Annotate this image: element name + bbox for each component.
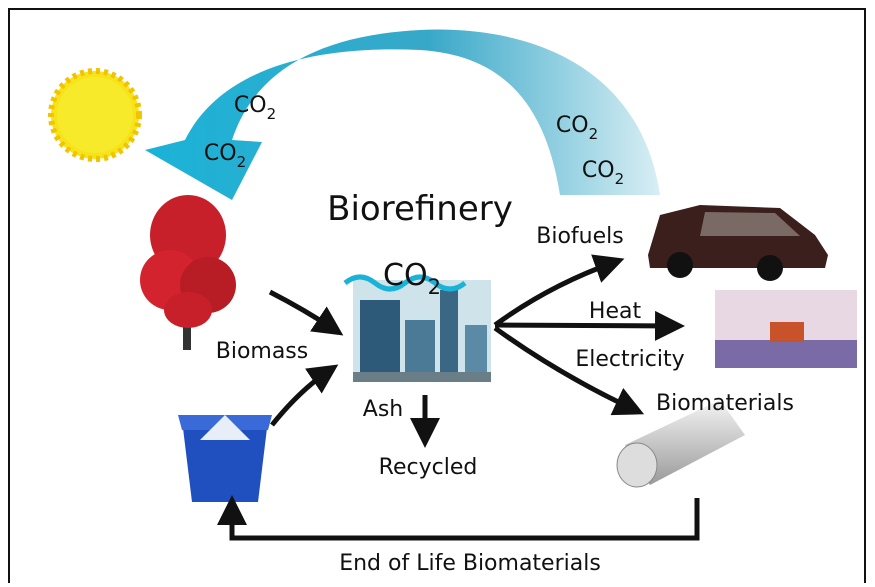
co2-label: CO2 xyxy=(204,141,246,171)
co2-main: CO xyxy=(234,93,267,118)
co2-wave xyxy=(343,274,467,292)
co2-label: CO2 xyxy=(582,158,624,188)
title: Biorefinery xyxy=(327,189,513,229)
electricity-label: Electricity xyxy=(575,347,684,372)
co2-main: CO xyxy=(582,158,615,183)
frame xyxy=(8,8,866,587)
co2-subscript: 2 xyxy=(237,153,247,171)
power-landscape xyxy=(715,290,857,368)
co2-main: CO xyxy=(204,141,237,166)
heat-label: Heat xyxy=(589,299,642,324)
flow-arrows xyxy=(268,254,685,448)
loop-label: End of Life Biomaterials xyxy=(339,551,601,576)
ash-label: Ash xyxy=(363,397,403,422)
biomass-label: Biomass xyxy=(216,339,309,364)
recycled-label: Recycled xyxy=(379,455,478,480)
co2-cycle-arrow xyxy=(145,29,660,200)
sun xyxy=(48,68,142,162)
co2-label: CO2 xyxy=(556,113,598,143)
loop-arrow xyxy=(217,495,700,541)
co2-main: CO xyxy=(383,258,428,293)
biomaterial-pipe xyxy=(616,400,745,488)
co2-subscript: 2 xyxy=(267,105,277,123)
co2-subscript: 2 xyxy=(615,170,625,188)
biomaterials-label: Biomaterials xyxy=(656,391,794,416)
co2-main: CO xyxy=(556,113,589,138)
tree xyxy=(140,195,236,350)
co2-label: CO2 xyxy=(234,93,276,123)
biofuels-label: Biofuels xyxy=(536,224,623,249)
co2-label: CO2 xyxy=(383,258,441,299)
van xyxy=(648,205,828,281)
co2-subscript: 2 xyxy=(428,275,441,299)
recycling-bin xyxy=(178,415,272,502)
co2-subscript: 2 xyxy=(589,125,599,143)
biorefinery-plant xyxy=(353,280,491,382)
